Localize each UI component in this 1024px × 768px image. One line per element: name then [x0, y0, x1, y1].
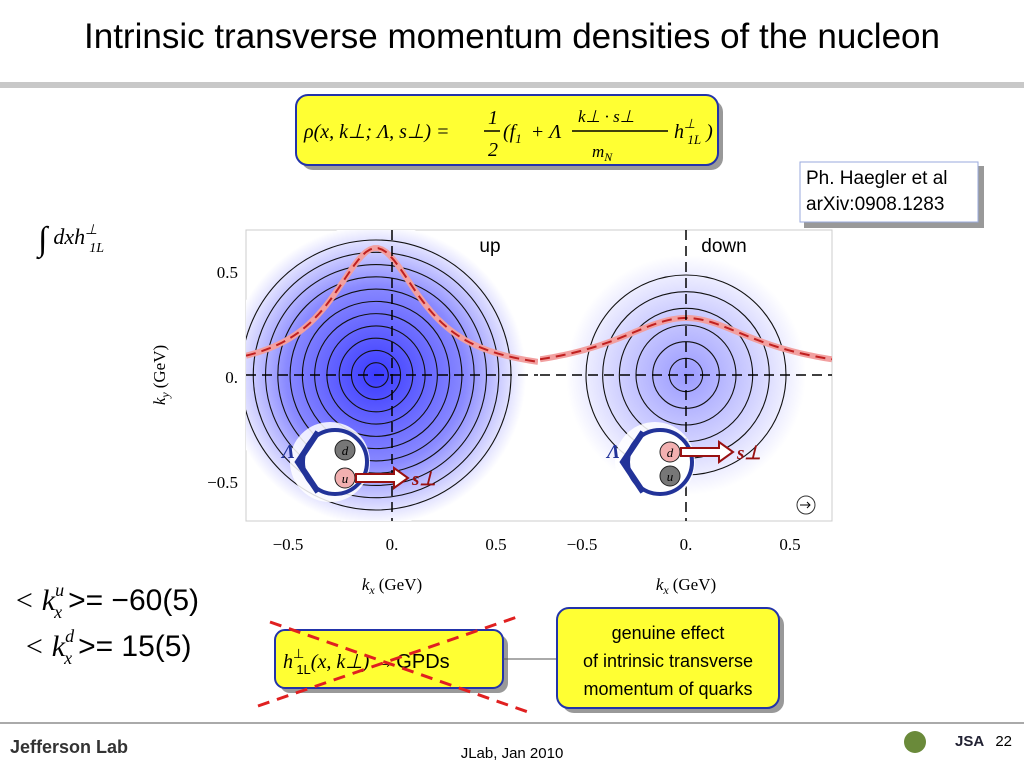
logo-icon [904, 731, 926, 753]
k: k [656, 575, 664, 594]
sub: x [368, 583, 375, 597]
reference-box: Ph. Haegler et al arXiv:0908.1283 [799, 161, 984, 228]
x-tick-label: 0.5 [779, 535, 800, 554]
callout-text: of intrinsic transverse [583, 651, 753, 671]
footer: Jefferson Lab JLab, Jan 2010 JSA 22 [0, 722, 1024, 762]
title-rule [0, 82, 1024, 88]
quark-label: u [342, 471, 349, 486]
y-axis-label: ky(GeV) [150, 345, 172, 405]
x-axis-label: kx (GeV) [656, 575, 716, 597]
k: k [362, 575, 370, 594]
page-number: 22 [995, 733, 1012, 750]
quark-label: d [667, 445, 674, 460]
y-tick-label: 0. [225, 368, 238, 387]
x-tick-label: 0. [680, 535, 693, 554]
panel-label: up [479, 236, 500, 257]
reference: arXiv:0908.1283 [806, 194, 944, 215]
unit: (GeV) [673, 575, 716, 594]
quark [659, 465, 681, 487]
x-tick-label: −0.5 [273, 535, 304, 554]
quark-label: d [342, 443, 349, 458]
nav-arrow [800, 501, 811, 509]
spin-arrow [355, 466, 410, 490]
y-tick-label: −0.5 [207, 473, 238, 492]
sub: x [662, 583, 669, 597]
lambda: Λ [605, 441, 620, 463]
lambda-arrow [619, 430, 646, 494]
moments: < ku x >= −60(5) < kd x >= 15(5) [14, 580, 199, 668]
reference: Ph. Haegler et al [806, 168, 948, 189]
spin: s⊥ [411, 469, 436, 490]
callout: genuine effect of intrinsic transverse m… [556, 607, 784, 713]
spin-arrow [680, 440, 735, 464]
moment: < ku x >= −60(5) [14, 580, 199, 622]
formula: ρ(x, k⊥; Λ, s⊥) = 1 2 (f1 + Λ k⊥ · s⊥ mN… [303, 105, 713, 166]
x-axis-label: kx (GeV) [362, 575, 422, 597]
lambda-arrow [294, 430, 321, 494]
footer-date: JLab, Jan 2010 [461, 745, 564, 762]
quark-label: u [667, 469, 674, 484]
spin: s⊥ [736, 443, 761, 464]
logo: Jefferson Lab [10, 737, 128, 757]
x-tick-label: 0.5 [485, 535, 506, 554]
moment: < kd x >= 15(5) [24, 626, 191, 668]
integral: ∫ dxh⊥ 1L [36, 221, 104, 260]
y-tick-label: 0.5 [217, 263, 238, 282]
unit: (GeV) [379, 575, 422, 594]
jsa-logo: JSA [955, 733, 984, 750]
x-tick-label: −0.5 [567, 535, 598, 554]
title: Intrinsic transverse momentum densities … [84, 17, 940, 56]
x-tick-label: 0. [386, 535, 399, 554]
lambda: Λ [280, 441, 295, 463]
quark [334, 439, 356, 461]
callout-text: momentum of quarks [583, 679, 752, 699]
crossed-box: h⊥ 1L(x, k⊥) → GPDs [257, 614, 557, 714]
panel-label: down [701, 236, 746, 257]
formula-box: ρ(x, k⊥; Λ, s⊥) = 1 2 (f1 + Λ k⊥ · s⊥ mN… [295, 94, 723, 170]
callout-text: genuine effect [612, 623, 725, 643]
profile [246, 247, 538, 363]
